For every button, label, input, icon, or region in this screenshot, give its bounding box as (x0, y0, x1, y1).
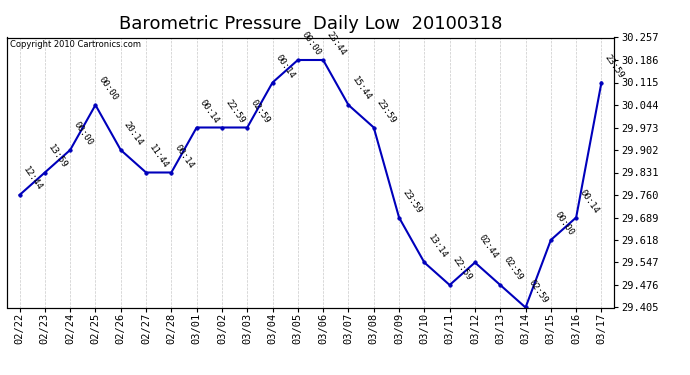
Text: 00:00: 00:00 (97, 75, 119, 102)
Text: 12:44: 12:44 (21, 165, 43, 192)
Text: 00:00: 00:00 (552, 210, 575, 237)
Text: Copyright 2010 Cartronics.com: Copyright 2010 Cartronics.com (10, 40, 141, 49)
Text: 23:44: 23:44 (324, 30, 347, 57)
Text: 15:44: 15:44 (350, 75, 373, 102)
Text: 00:00: 00:00 (299, 30, 322, 57)
Text: 13:59: 13:59 (46, 142, 69, 170)
Text: 22:59: 22:59 (451, 255, 474, 282)
Text: 20:14: 20:14 (122, 120, 145, 147)
Text: 23:59: 23:59 (603, 53, 626, 80)
Text: 02:59: 02:59 (502, 255, 524, 282)
Text: Barometric Pressure  Daily Low  20100318: Barometric Pressure Daily Low 20100318 (119, 15, 502, 33)
Text: 11:44: 11:44 (148, 142, 170, 170)
Text: 00:14: 00:14 (578, 188, 600, 215)
Text: 00:00: 00:00 (72, 120, 95, 147)
Text: 22:59: 22:59 (224, 98, 246, 125)
Text: 02:59: 02:59 (527, 278, 550, 305)
Text: 23:59: 23:59 (375, 98, 398, 125)
Text: 00:14: 00:14 (274, 53, 297, 80)
Text: 00:14: 00:14 (198, 98, 221, 125)
Text: 13:14: 13:14 (426, 232, 449, 260)
Text: 23:59: 23:59 (400, 188, 423, 215)
Text: 02:59: 02:59 (248, 98, 271, 125)
Text: 02:44: 02:44 (476, 232, 499, 260)
Text: 00:14: 00:14 (172, 142, 195, 170)
